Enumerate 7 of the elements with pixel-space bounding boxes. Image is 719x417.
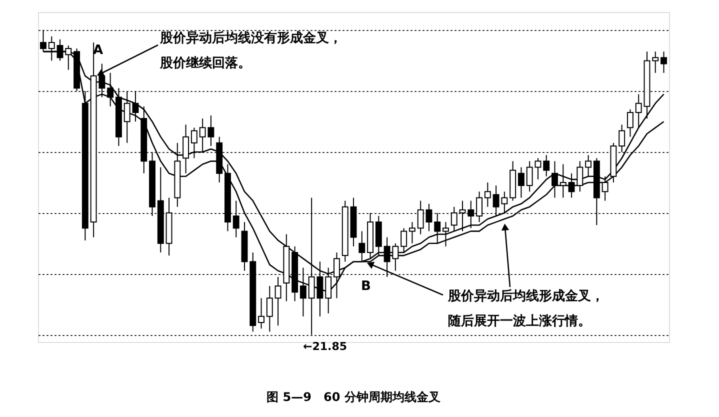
text: ←21.85 — [303, 340, 348, 353]
annotation: 随后展开一波上涨行情。 — [448, 313, 591, 329]
annotation: 股价继续回落。 — [159, 56, 251, 71]
annotation: 股价异动后均线没有形成金叉， — [159, 30, 342, 46]
annotation: 股价异动后均线形成金叉， — [447, 288, 604, 304]
text: 图 5—9 60 分钟周期均线金叉 — [266, 390, 440, 404]
annotation: B — [361, 279, 371, 294]
